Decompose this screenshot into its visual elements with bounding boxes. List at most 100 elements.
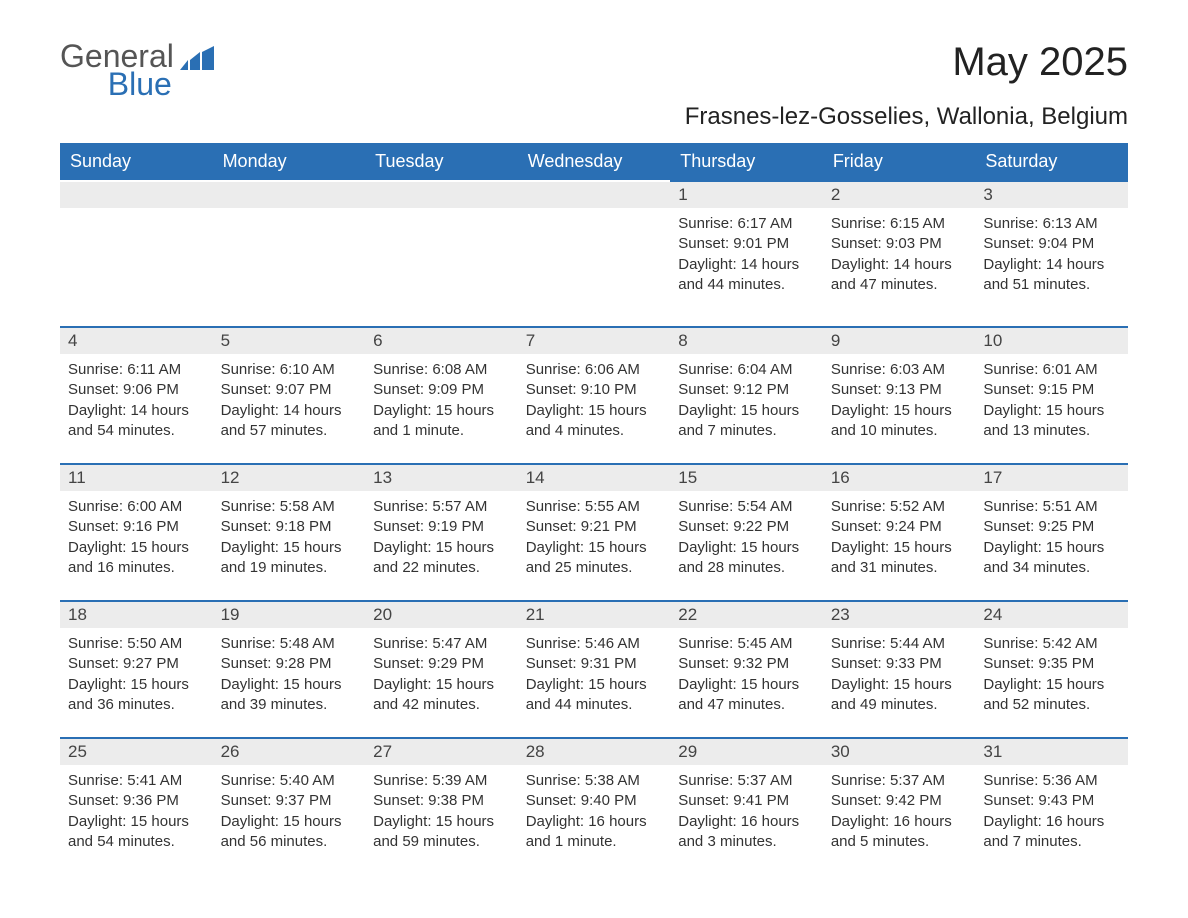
daylight-text: Daylight: 14 hours (678, 255, 815, 275)
daylight-text: and 59 minutes. (373, 832, 510, 852)
day-details: Sunrise: 5:55 AMSunset: 9:21 PMDaylight:… (518, 491, 671, 600)
day-details: Sunrise: 6:03 AMSunset: 9:13 PMDaylight:… (823, 354, 976, 463)
day-details: Sunrise: 6:01 AMSunset: 9:15 PMDaylight:… (975, 354, 1128, 463)
day-number: 22 (670, 600, 823, 628)
calendar-day-cell: 8Sunrise: 6:04 AMSunset: 9:12 PMDaylight… (670, 326, 823, 463)
day-details: Sunrise: 5:58 AMSunset: 9:18 PMDaylight:… (213, 491, 366, 600)
day-details: Sunrise: 6:10 AMSunset: 9:07 PMDaylight:… (213, 354, 366, 463)
sunrise-text: Sunrise: 5:58 AM (221, 497, 358, 517)
calendar-day-cell: 25Sunrise: 5:41 AMSunset: 9:36 PMDayligh… (60, 737, 213, 874)
calendar-day-cell: 4Sunrise: 6:11 AMSunset: 9:06 PMDaylight… (60, 326, 213, 463)
sunset-text: Sunset: 9:22 PM (678, 517, 815, 537)
daylight-text: Daylight: 15 hours (221, 812, 358, 832)
day-number: 24 (975, 600, 1128, 628)
chart-icon (180, 46, 214, 75)
sunset-text: Sunset: 9:32 PM (678, 654, 815, 674)
daylight-text: and 4 minutes. (526, 421, 663, 441)
weekday-header: Tuesday (365, 143, 518, 180)
sunset-text: Sunset: 9:13 PM (831, 380, 968, 400)
calendar-day-cell (518, 180, 671, 326)
sunrise-text: Sunrise: 6:17 AM (678, 214, 815, 234)
day-number: 4 (60, 326, 213, 354)
sunset-text: Sunset: 9:19 PM (373, 517, 510, 537)
daylight-text: Daylight: 16 hours (983, 812, 1120, 832)
day-details: Sunrise: 5:44 AMSunset: 9:33 PMDaylight:… (823, 628, 976, 737)
daylight-text: Daylight: 15 hours (983, 675, 1120, 695)
day-number: 29 (670, 737, 823, 765)
day-number: 10 (975, 326, 1128, 354)
daylight-text: and 42 minutes. (373, 695, 510, 715)
sunset-text: Sunset: 9:16 PM (68, 517, 205, 537)
sunset-text: Sunset: 9:38 PM (373, 791, 510, 811)
daylight-text: and 16 minutes. (68, 558, 205, 578)
daylight-text: and 52 minutes. (983, 695, 1120, 715)
daylight-text: Daylight: 15 hours (373, 812, 510, 832)
sunrise-text: Sunrise: 5:37 AM (678, 771, 815, 791)
calendar-day-cell: 24Sunrise: 5:42 AMSunset: 9:35 PMDayligh… (975, 600, 1128, 737)
daylight-text: Daylight: 15 hours (68, 675, 205, 695)
daylight-text: and 5 minutes. (831, 832, 968, 852)
day-details: Sunrise: 5:52 AMSunset: 9:24 PMDaylight:… (823, 491, 976, 600)
daylight-text: Daylight: 15 hours (983, 401, 1120, 421)
day-details: Sunrise: 5:37 AMSunset: 9:42 PMDaylight:… (823, 765, 976, 874)
sunset-text: Sunset: 9:40 PM (526, 791, 663, 811)
daylight-text: and 1 minute. (526, 832, 663, 852)
day-details: Sunrise: 5:47 AMSunset: 9:29 PMDaylight:… (365, 628, 518, 737)
daylight-text: and 7 minutes. (678, 421, 815, 441)
daylight-text: Daylight: 15 hours (678, 675, 815, 695)
daylight-text: Daylight: 15 hours (678, 401, 815, 421)
sunrise-text: Sunrise: 5:41 AM (68, 771, 205, 791)
calendar-body: 1Sunrise: 6:17 AMSunset: 9:01 PMDaylight… (60, 180, 1128, 874)
day-number: 13 (365, 463, 518, 491)
calendar-day-cell: 9Sunrise: 6:03 AMSunset: 9:13 PMDaylight… (823, 326, 976, 463)
daylight-text: and 44 minutes. (526, 695, 663, 715)
calendar-day-cell: 27Sunrise: 5:39 AMSunset: 9:38 PMDayligh… (365, 737, 518, 874)
calendar-week-row: 4Sunrise: 6:11 AMSunset: 9:06 PMDaylight… (60, 326, 1128, 463)
calendar-day-cell: 26Sunrise: 5:40 AMSunset: 9:37 PMDayligh… (213, 737, 366, 874)
daylight-text: Daylight: 15 hours (221, 675, 358, 695)
sunrise-text: Sunrise: 5:55 AM (526, 497, 663, 517)
daylight-text: Daylight: 15 hours (983, 538, 1120, 558)
daylight-text: Daylight: 15 hours (68, 538, 205, 558)
day-number: 9 (823, 326, 976, 354)
day-number: 2 (823, 180, 976, 208)
day-number: 7 (518, 326, 671, 354)
daylight-text: Daylight: 14 hours (68, 401, 205, 421)
daylight-text: and 1 minute. (373, 421, 510, 441)
sunrise-text: Sunrise: 6:03 AM (831, 360, 968, 380)
sunrise-text: Sunrise: 5:42 AM (983, 634, 1120, 654)
weekday-header: Monday (213, 143, 366, 180)
sunrise-text: Sunrise: 6:13 AM (983, 214, 1120, 234)
daylight-text: Daylight: 15 hours (831, 675, 968, 695)
day-details: Sunrise: 6:06 AMSunset: 9:10 PMDaylight:… (518, 354, 671, 463)
calendar-day-cell (60, 180, 213, 326)
sunrise-text: Sunrise: 5:44 AM (831, 634, 968, 654)
daylight-text: Daylight: 15 hours (373, 675, 510, 695)
day-number: 12 (213, 463, 366, 491)
daylight-text: and 28 minutes. (678, 558, 815, 578)
calendar-day-cell: 21Sunrise: 5:46 AMSunset: 9:31 PMDayligh… (518, 600, 671, 737)
calendar-day-cell: 11Sunrise: 6:00 AMSunset: 9:16 PMDayligh… (60, 463, 213, 600)
sunrise-text: Sunrise: 5:45 AM (678, 634, 815, 654)
calendar-week-row: 11Sunrise: 6:00 AMSunset: 9:16 PMDayligh… (60, 463, 1128, 600)
day-details: Sunrise: 5:37 AMSunset: 9:41 PMDaylight:… (670, 765, 823, 874)
sunrise-text: Sunrise: 5:36 AM (983, 771, 1120, 791)
day-number: 19 (213, 600, 366, 628)
location-label: Frasnes-lez-Gosselies, Wallonia, Belgium (685, 103, 1128, 131)
logo: General Blue (60, 40, 214, 100)
sunset-text: Sunset: 9:29 PM (373, 654, 510, 674)
sunrise-text: Sunrise: 5:57 AM (373, 497, 510, 517)
daylight-text: and 44 minutes. (678, 275, 815, 295)
daylight-text: Daylight: 16 hours (678, 812, 815, 832)
daylight-text: and 47 minutes. (831, 275, 968, 295)
sunset-text: Sunset: 9:37 PM (221, 791, 358, 811)
calendar-page: General Blue May 2025 Frasnes-lez-Gossel… (0, 0, 1188, 914)
sunset-text: Sunset: 9:10 PM (526, 380, 663, 400)
title-block: May 2025 Frasnes-lez-Gosselies, Wallonia… (685, 40, 1128, 131)
day-details: Sunrise: 5:45 AMSunset: 9:32 PMDaylight:… (670, 628, 823, 737)
day-details: Sunrise: 5:38 AMSunset: 9:40 PMDaylight:… (518, 765, 671, 874)
day-details: Sunrise: 5:48 AMSunset: 9:28 PMDaylight:… (213, 628, 366, 737)
weekday-header: Wednesday (518, 143, 671, 180)
sunset-text: Sunset: 9:15 PM (983, 380, 1120, 400)
daylight-text: Daylight: 15 hours (373, 538, 510, 558)
